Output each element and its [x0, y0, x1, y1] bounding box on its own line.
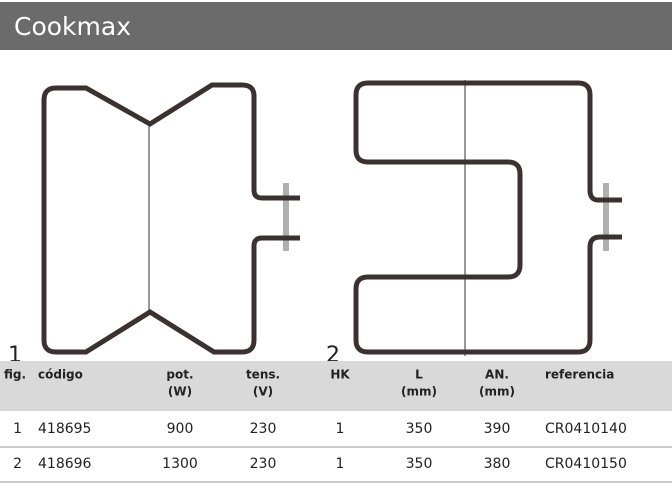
- table-header-bg: [0, 361, 672, 411]
- table-cell: 390: [484, 421, 511, 437]
- figure-2: [353, 80, 622, 356]
- table-cell: 2: [13, 456, 22, 472]
- table: fig. código pot. (W) tens. (V) HK L (mm) AN. (mm) r…: [0, 368, 672, 483]
- column-header: pot.: [166, 368, 193, 382]
- bracket: [283, 183, 289, 251]
- table-cell: 1: [336, 421, 345, 437]
- column-header: fig.: [4, 368, 26, 382]
- header-title: Cookmax: [14, 12, 131, 41]
- table-cell: 350: [406, 456, 433, 472]
- column-header: (mm): [401, 385, 437, 399]
- column-header: referencia: [545, 368, 614, 382]
- table-cell: 418695: [38, 421, 91, 437]
- column-header: AN.: [485, 368, 509, 382]
- table-cell: 418696: [38, 456, 92, 472]
- bracket: [603, 183, 609, 251]
- table-cell: 230: [250, 456, 277, 472]
- column-header: L: [415, 368, 423, 382]
- column-header: (V): [253, 385, 273, 399]
- column-header: (mm): [479, 385, 515, 399]
- table-cell: CR0410140: [545, 421, 627, 437]
- table-cell: 1300: [162, 456, 198, 472]
- column-header: HK: [330, 368, 350, 382]
- heating-element: [353, 80, 622, 355]
- column-header: tens.: [246, 368, 280, 382]
- table-cell: 350: [406, 421, 433, 437]
- figure-1: [41, 82, 300, 355]
- table-cell: 1: [336, 456, 345, 472]
- table-cell: CR0410150: [545, 456, 627, 472]
- table-cell: 1: [13, 421, 22, 437]
- table-cell: 230: [250, 421, 277, 437]
- header-bar: [0, 2, 672, 50]
- table-cell: 900: [167, 421, 194, 437]
- column-header: (W): [168, 385, 192, 399]
- heating-element: [41, 82, 300, 355]
- table-cell: 380: [484, 456, 511, 472]
- column-header: código: [38, 368, 83, 382]
